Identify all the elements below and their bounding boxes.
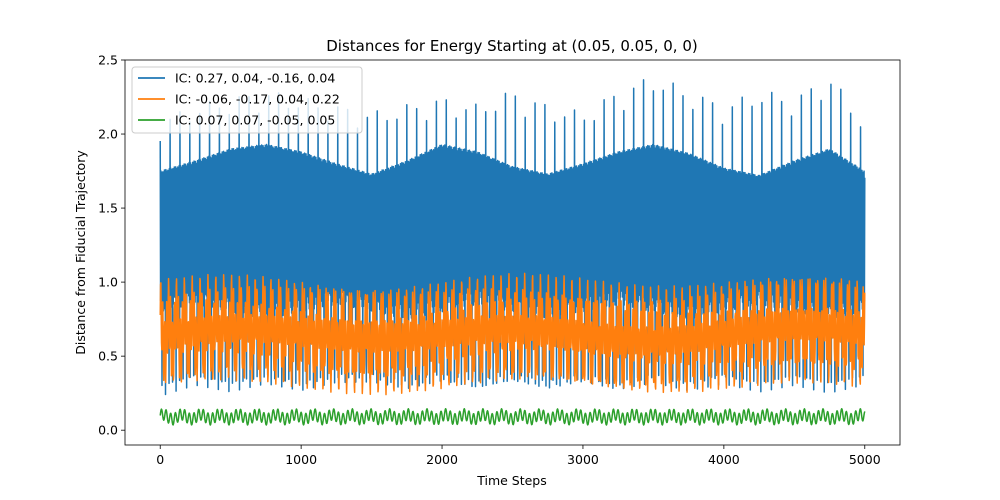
- y-axis: 0.0 0.5 1.0 1.5 2.0 2.5: [98, 53, 125, 438]
- series-layer: [159, 79, 866, 426]
- series-line-3: [159, 407, 866, 426]
- legend-entry-3: IC: 0.07, 0.07, -0.05, 0.05: [175, 113, 335, 128]
- x-tick-label: 4000: [708, 452, 740, 467]
- legend-entry-1: IC: 0.27, 0.04, -0.16, 0.04: [175, 71, 335, 86]
- x-axis: 0 1000 2000 3000 4000 5000: [156, 445, 881, 467]
- legend: IC: 0.27, 0.04, -0.16, 0.04 IC: -0.06, -0…: [131, 66, 363, 134]
- x-tick-label: 2000: [426, 452, 458, 467]
- y-tick-label: 2.0: [98, 127, 118, 142]
- x-tick-label: 0: [156, 452, 164, 467]
- y-tick-label: 1.0: [98, 275, 118, 290]
- legend-entry-2: IC: -0.06, -0.17, 0.04, 0.22: [175, 92, 340, 107]
- x-tick-label: 1000: [285, 452, 317, 467]
- legend-box: [131, 66, 363, 134]
- y-axis-label: Distance from Fiducial Trajectory: [73, 150, 88, 355]
- y-tick-label: 1.5: [98, 201, 118, 216]
- x-axis-label: Time Steps: [476, 473, 547, 488]
- chart-title: Distances for Energy Starting at (0.05, …: [326, 37, 698, 55]
- x-tick-label: 5000: [849, 452, 881, 467]
- series-line-1: [159, 79, 866, 396]
- plot-area: [159, 79, 866, 426]
- y-tick-label: 2.5: [98, 53, 118, 68]
- x-tick-label: 3000: [567, 452, 599, 467]
- series-line-2: [159, 272, 866, 396]
- y-tick-label: 0.0: [98, 423, 118, 438]
- y-tick-label: 0.5: [98, 349, 118, 364]
- plot-frame: [124, 59, 901, 446]
